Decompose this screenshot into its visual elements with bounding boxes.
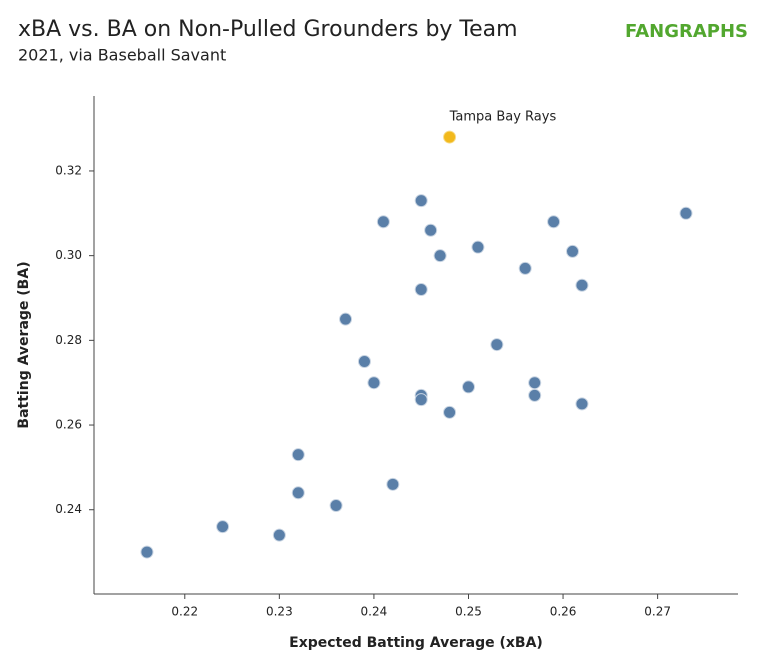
point bbox=[291, 486, 305, 500]
highlight-point bbox=[443, 130, 457, 144]
y-tick-label: 0.26 bbox=[55, 418, 82, 432]
point bbox=[547, 215, 561, 229]
point bbox=[414, 283, 428, 297]
y-tick-label: 0.30 bbox=[55, 248, 82, 262]
x-tick-label: 0.27 bbox=[644, 605, 671, 619]
x-tick-label: 0.26 bbox=[550, 605, 577, 619]
point bbox=[339, 312, 353, 326]
y-tick-label: 0.24 bbox=[55, 502, 82, 516]
point bbox=[679, 206, 693, 220]
point bbox=[566, 244, 580, 258]
point bbox=[518, 261, 532, 275]
point bbox=[414, 194, 428, 208]
point bbox=[140, 545, 154, 559]
logo: FANGRAPHS bbox=[625, 21, 748, 42]
point bbox=[471, 240, 485, 254]
x-tick-label: 0.25 bbox=[455, 605, 482, 619]
chart-title: xBA vs. BA on Non-Pulled Grounders by Te… bbox=[18, 17, 518, 42]
x-tick-label: 0.24 bbox=[361, 605, 388, 619]
point bbox=[376, 215, 390, 229]
y-tick-label: 0.32 bbox=[55, 163, 82, 177]
point bbox=[575, 278, 589, 292]
point bbox=[329, 498, 343, 512]
point bbox=[357, 355, 371, 369]
point bbox=[461, 380, 475, 394]
y-tick-label: 0.28 bbox=[55, 333, 82, 347]
x-tick-label: 0.22 bbox=[171, 605, 198, 619]
point bbox=[528, 376, 542, 390]
point bbox=[272, 528, 286, 542]
point bbox=[490, 338, 504, 352]
chart-subtitle: 2021, via Baseball Savant bbox=[18, 46, 226, 65]
point bbox=[424, 223, 438, 237]
annotation: Tampa Bay Rays bbox=[449, 110, 557, 125]
point bbox=[528, 388, 542, 402]
point bbox=[216, 520, 230, 534]
x-tick-label: 0.23 bbox=[266, 605, 293, 619]
point bbox=[367, 376, 381, 390]
point bbox=[414, 393, 428, 407]
point bbox=[291, 448, 305, 462]
point bbox=[575, 397, 589, 411]
point bbox=[443, 405, 457, 419]
point bbox=[386, 477, 400, 491]
y-axis-title: Batting Average (BA) bbox=[16, 261, 32, 428]
point bbox=[433, 249, 447, 263]
x-axis-title: Expected Batting Average (xBA) bbox=[289, 635, 543, 651]
